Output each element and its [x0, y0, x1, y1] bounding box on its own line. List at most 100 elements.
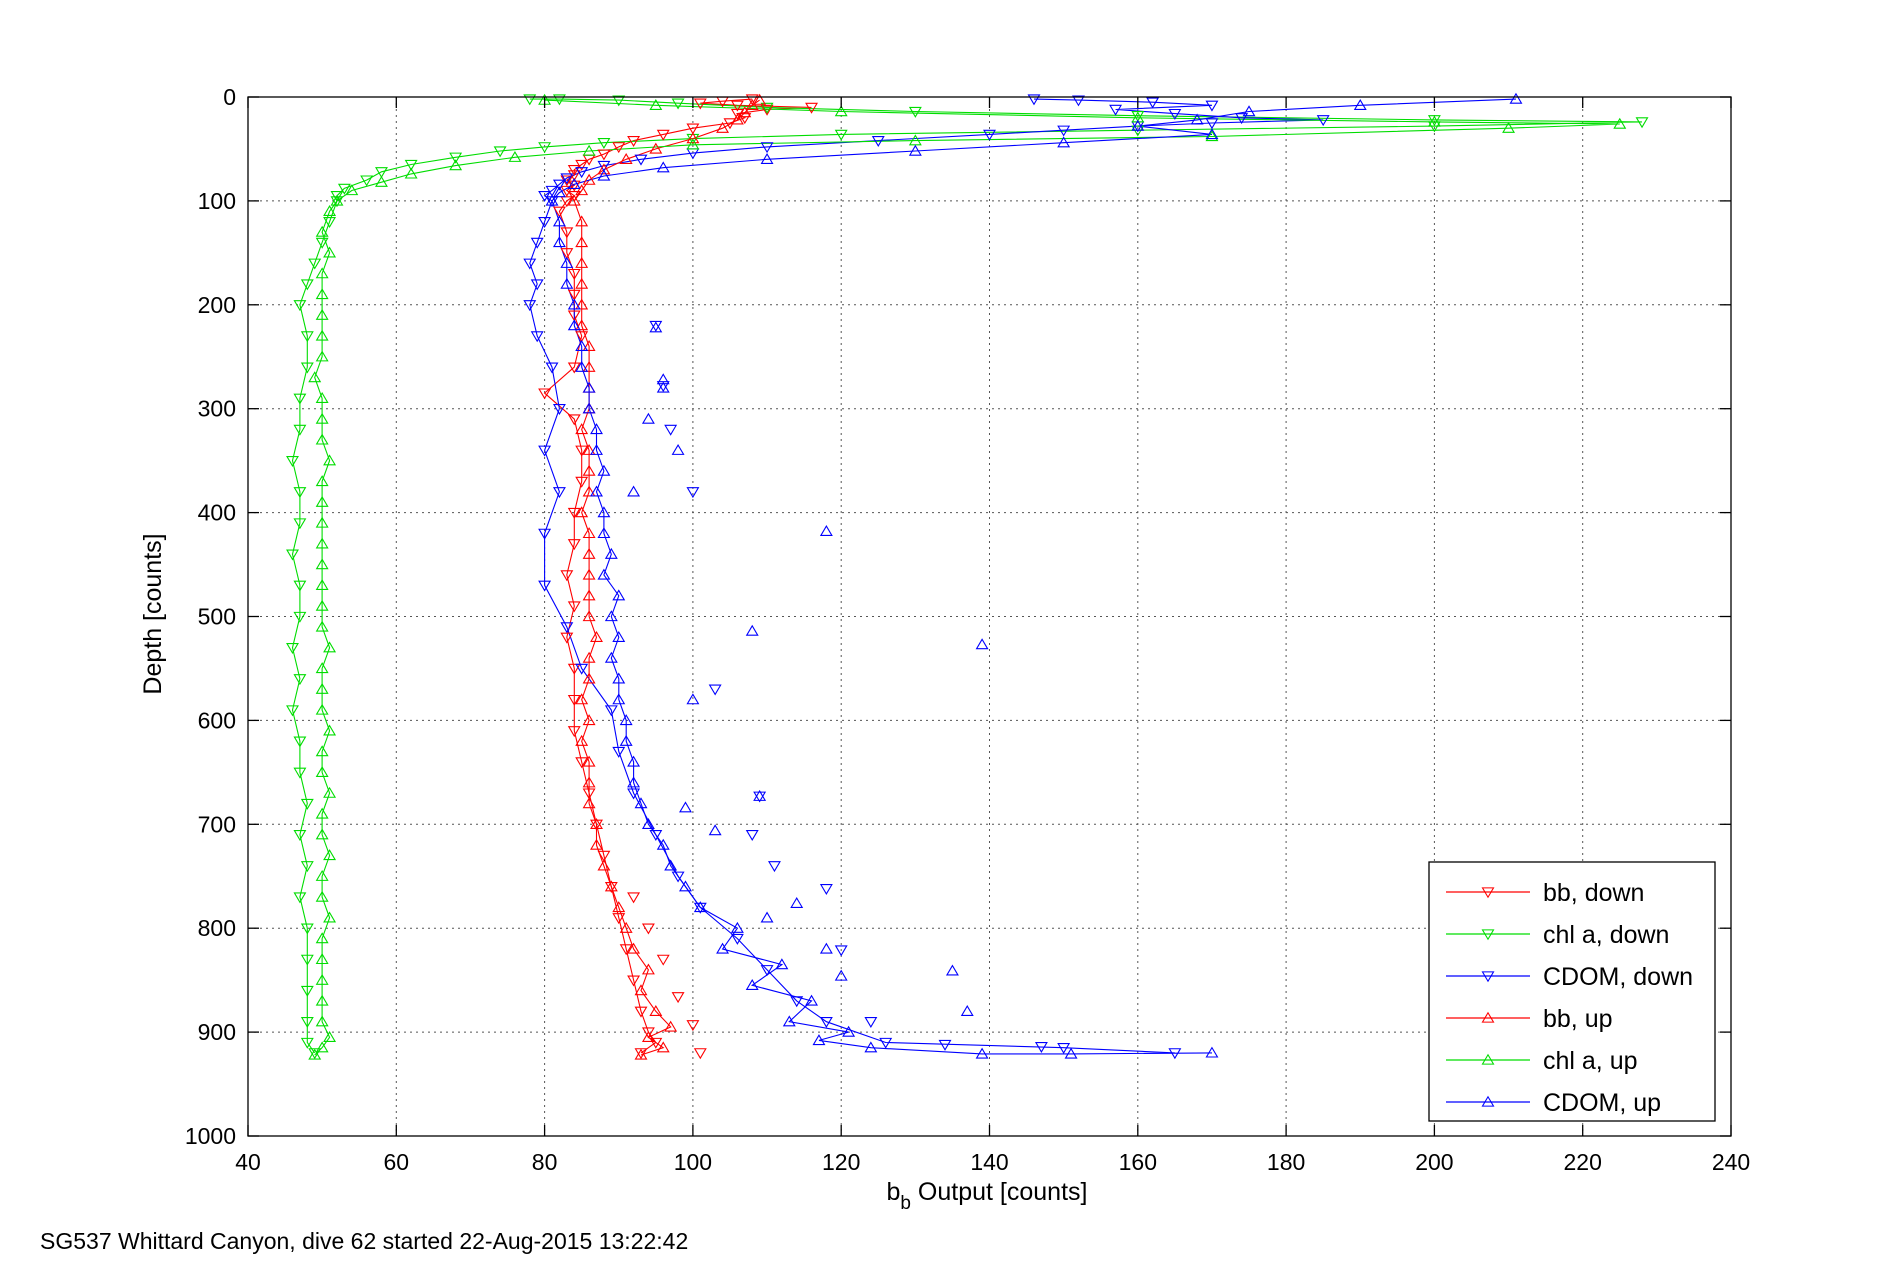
point-cdom-down: [552, 404, 566, 416]
point-chl-a-up: [1613, 117, 1627, 129]
point-extra-8: [656, 954, 670, 966]
y-tick-label: 900: [198, 1019, 236, 1045]
point-cdom-up: [1190, 113, 1204, 125]
point-chl-a-up: [834, 105, 848, 117]
point-chl-a-down: [293, 393, 307, 405]
point-bb-up: [590, 817, 603, 829]
point-bb-down: [567, 694, 581, 706]
point-cdom-up: [612, 589, 626, 601]
point-bb-up: [664, 1020, 678, 1032]
point-chl-a-up: [315, 329, 329, 341]
point-chl-a-down: [286, 549, 299, 561]
point-extra-7: [1034, 1041, 1048, 1053]
point-chl-a-down: [315, 237, 329, 249]
point-bb-up: [634, 984, 648, 996]
point-chl-a-up: [315, 662, 329, 674]
point-cdom-down: [1168, 1048, 1182, 1060]
point-cdom-down: [1316, 115, 1330, 127]
point-chl-a-up: [323, 849, 337, 861]
point-extra-7: [938, 1039, 952, 1051]
point-extra-6: [975, 638, 989, 650]
legend-label: CDOM, up: [1543, 1089, 1661, 1117]
point-bb-down: [627, 135, 641, 147]
point-chl-a-up: [1502, 121, 1516, 133]
point-chl-a-up: [649, 99, 663, 110]
point-bb-down: [552, 206, 566, 218]
point-bb-up: [582, 672, 596, 684]
point-extra-8: [627, 892, 641, 904]
point-bb-up: [575, 423, 589, 435]
point-bb-up: [649, 1005, 663, 1016]
point-bb-up: [590, 838, 603, 850]
point-bb-down: [612, 913, 626, 925]
point-chl-a-down: [293, 518, 307, 530]
point-bb-up: [582, 610, 596, 622]
point-cdom-up: [679, 880, 692, 892]
point-chl-a-down: [337, 183, 351, 195]
legend-label: CDOM, down: [1543, 963, 1693, 991]
point-chl-a-up: [315, 288, 329, 300]
legend: bb, down chl a, down CDOM, down bb, up chl a…: [1428, 861, 1716, 1122]
point-bb-down: [567, 268, 581, 280]
point-cdom-down: [1057, 1043, 1071, 1054]
point-cdom-up: [612, 693, 626, 705]
point-cdom-down: [575, 663, 589, 675]
point-bb-up: [582, 527, 596, 539]
point-bb-up: [575, 215, 589, 227]
series-line-chl-a-down: [291, 98, 1643, 1054]
x-tick-label: 200: [1415, 1149, 1453, 1175]
point-cdom-up: [730, 921, 744, 933]
point-bb-down: [745, 94, 759, 106]
point-bb-up: [575, 734, 589, 746]
point-bb-down: [538, 388, 552, 400]
point-chl-a-down: [1131, 125, 1145, 137]
point-chl-a-down: [404, 159, 418, 171]
point-chl-a-up: [375, 175, 388, 187]
y-tick-label: 400: [198, 500, 236, 526]
x-axis-label-sub: b: [900, 1193, 911, 1214]
point-chl-a-up: [315, 475, 329, 487]
point-cdom-down: [760, 965, 774, 977]
point-extra-7: [664, 424, 678, 436]
point-cdom-down: [871, 135, 885, 147]
point-chl-a-down: [375, 167, 388, 179]
point-bb-down: [560, 570, 574, 582]
x-tick-label: 80: [532, 1149, 558, 1175]
point-chl-a-up: [315, 703, 329, 715]
point-bb-up: [582, 797, 596, 809]
legend-label: chl a, down: [1543, 921, 1669, 949]
point-bb-up: [730, 113, 744, 125]
legend-marker: [1481, 1011, 1495, 1023]
point-extra-6: [945, 964, 959, 976]
point-cdom-up: [908, 144, 922, 156]
point-bb-up: [582, 360, 596, 372]
point-bb-up: [649, 142, 663, 154]
point-cdom-up: [597, 506, 611, 518]
point-cdom-down: [530, 331, 544, 343]
point-cdom-up: [590, 423, 603, 435]
legend-label: chl a, up: [1543, 1047, 1638, 1075]
point-bb-up: [627, 942, 641, 954]
point-chl-a-down: [834, 129, 848, 141]
point-bb-up: [738, 106, 752, 118]
point-cdom-up: [664, 859, 678, 871]
point-cdom-down: [560, 622, 574, 634]
point-bb-up: [582, 340, 596, 352]
point-cdom-up: [619, 714, 633, 726]
point-chl-a-up: [315, 973, 329, 985]
point-cdom-down: [552, 487, 566, 499]
point-bb-up: [619, 153, 633, 165]
point-cdom-down: [575, 167, 589, 179]
y-tick-label: 800: [198, 915, 236, 941]
point-cdom-down: [1057, 125, 1071, 137]
point-cdom-down: [634, 154, 648, 166]
y-tick-label: 1000: [185, 1123, 236, 1149]
point-bb-down: [597, 850, 611, 862]
point-bb-down: [567, 539, 581, 551]
point-chl-a-down: [449, 152, 463, 164]
point-cdom-up: [1057, 136, 1071, 148]
point-cdom-up: [597, 464, 611, 476]
point-chl-a-down: [293, 767, 307, 779]
point-bb-down: [805, 102, 819, 114]
point-bb-up: [597, 163, 611, 175]
